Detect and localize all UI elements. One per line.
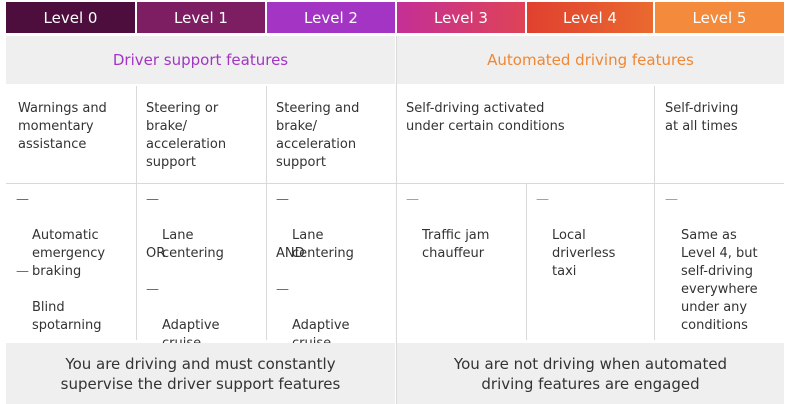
level-3-header: Level 3 xyxy=(397,2,525,33)
dash-marker: — xyxy=(536,192,549,207)
connector-or: OR xyxy=(146,246,166,261)
level-1-features: — Lane centering OR — Adaptive cruise co… xyxy=(137,183,265,369)
level-5-features: — Same as Level 4, but self-driving ever… xyxy=(655,183,784,340)
feature-label: Local driverless taxi xyxy=(552,228,616,279)
row-divider xyxy=(6,183,784,184)
feature-item: — Local driverless taxi xyxy=(536,191,652,299)
feature-label: Lane centering xyxy=(292,228,354,261)
level-2-description: Steering and brake/ acceleration support xyxy=(267,86,395,183)
dash-marker: — xyxy=(665,192,678,207)
summary-line: driving features are engaged xyxy=(481,374,700,393)
feature-label: Traffic jam chauffeur xyxy=(422,228,490,261)
dash-marker: — xyxy=(16,264,29,279)
level-4-features: — Local driverless taxi xyxy=(527,183,653,340)
feature-label: Same as Level 4, but self-driving everyw… xyxy=(681,228,758,333)
level-5-header: Level 5 xyxy=(655,2,784,33)
summary-line: supervise the driver support features xyxy=(60,374,341,393)
dash-marker: — xyxy=(16,192,29,207)
dash-marker: — xyxy=(146,192,159,207)
feature-item: — Traffic jam chauffeur xyxy=(406,191,524,281)
column-divider xyxy=(266,86,267,340)
feature-label: Lane centering xyxy=(162,228,224,261)
dash-marker: — xyxy=(276,192,289,207)
driver-support-summary: You are driving and must constantly supe… xyxy=(6,343,395,404)
level-2-header: Level 2 xyxy=(267,2,395,33)
level-1-header: Level 1 xyxy=(137,2,265,33)
feature-item: — Lane centering xyxy=(276,191,394,281)
column-divider xyxy=(136,86,137,340)
level-0-features: — Automatic emergency braking — Blind sp… xyxy=(6,183,135,340)
level-5-description: Self-driving at all times xyxy=(655,86,784,183)
level-3-4-description: Self-driving activated under certain con… xyxy=(397,86,653,183)
feature-item: — Same as Level 4, but self-driving ever… xyxy=(665,191,783,353)
level-2-features: — Lane centering AND — Adaptive cruise c… xyxy=(267,183,395,369)
column-divider xyxy=(654,86,655,340)
level-4-header: Level 4 xyxy=(527,2,653,33)
driver-support-band: Driver support features xyxy=(6,36,395,84)
column-divider xyxy=(396,36,397,404)
dash-marker: — xyxy=(406,192,419,207)
connector-and: AND xyxy=(276,246,305,261)
level-0-header: Level 0 xyxy=(6,2,135,33)
feature-item: — Blind spotarning xyxy=(16,263,134,353)
feature-label: Blind spotarning xyxy=(32,300,102,333)
feature-label: Automatic emergency braking xyxy=(32,228,106,279)
feature-item: — Automatic emergency braking xyxy=(16,191,134,299)
level-0-description: Warnings and momentary assistance xyxy=(6,86,135,183)
column-divider xyxy=(526,183,527,340)
level-3-features: — Traffic jam chauffeur xyxy=(397,183,525,340)
level-1-description: Steering or brake/ acceleration support xyxy=(137,86,265,183)
dash-marker: — xyxy=(146,282,159,297)
dash-marker: — xyxy=(276,282,289,297)
summary-line: You are not driving when automated xyxy=(453,354,728,373)
feature-item: — Lane centering xyxy=(146,191,264,281)
summary-line: You are driving and must constantly xyxy=(65,354,336,373)
automated-driving-band: Automated driving features xyxy=(397,36,784,84)
automated-driving-summary: You are not driving when automated drivi… xyxy=(397,343,784,404)
